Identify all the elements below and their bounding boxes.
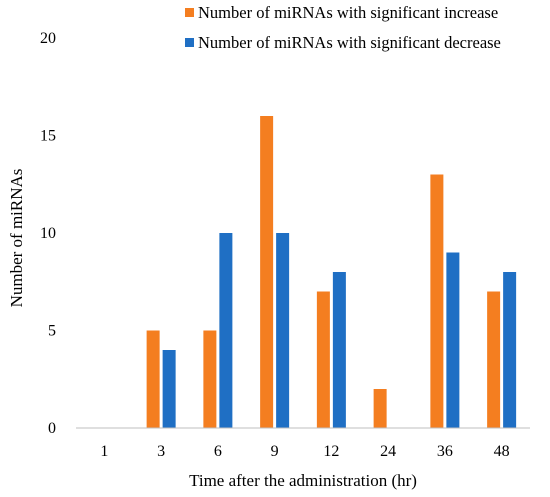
bar-decrease: [446, 252, 460, 428]
bar-increase: [373, 389, 387, 428]
bar-increase: [430, 174, 444, 428]
y-tick-label: 0: [48, 420, 56, 437]
legend-swatch-increase: [185, 8, 194, 17]
legend-item-increase: Number of miRNAs with significant increa…: [185, 3, 498, 22]
y-tick-label: 10: [40, 225, 56, 242]
x-tick-label: 12: [323, 443, 339, 460]
bar-decrease: [503, 272, 517, 428]
bar-decrease: [162, 350, 176, 428]
x-tick-label: 9: [271, 443, 279, 460]
x-tick-label: 1: [100, 443, 108, 460]
bar-increase: [203, 330, 217, 428]
x-tick-label: 36: [437, 443, 453, 460]
y-axis-ticks: 0 5 10 15 20: [40, 30, 56, 437]
bar-increase: [146, 330, 160, 428]
y-tick-label: 15: [40, 128, 56, 145]
y-tick-label: 20: [40, 30, 56, 47]
bar-decrease: [276, 233, 290, 428]
x-tick-label: 6: [214, 443, 222, 460]
bar-decrease: [219, 233, 233, 428]
y-tick-label: 5: [48, 323, 56, 340]
x-tick-label: 3: [157, 443, 165, 460]
x-axis-title: Time after the administration (hr): [189, 471, 417, 490]
x-axis-categories: 1 3 6 9 12 24 36 48: [100, 443, 509, 460]
legend-item-decrease: Number of miRNAs with significant decrea…: [185, 33, 501, 52]
bar-increase: [260, 116, 274, 428]
legend-label-increase: Number of miRNAs with significant increa…: [198, 3, 498, 22]
legend-label-decrease: Number of miRNAs with significant decrea…: [198, 33, 501, 52]
legend-swatch-decrease: [185, 38, 194, 47]
bars: [146, 116, 517, 428]
y-axis-title: Number of miRNAs: [7, 169, 26, 308]
bar-increase: [487, 291, 501, 428]
x-tick-label: 48: [494, 443, 510, 460]
legend: Number of miRNAs with significant increa…: [185, 3, 501, 52]
x-tick-label: 24: [380, 443, 396, 460]
bar-increase: [316, 291, 330, 428]
bar-decrease: [332, 272, 346, 428]
